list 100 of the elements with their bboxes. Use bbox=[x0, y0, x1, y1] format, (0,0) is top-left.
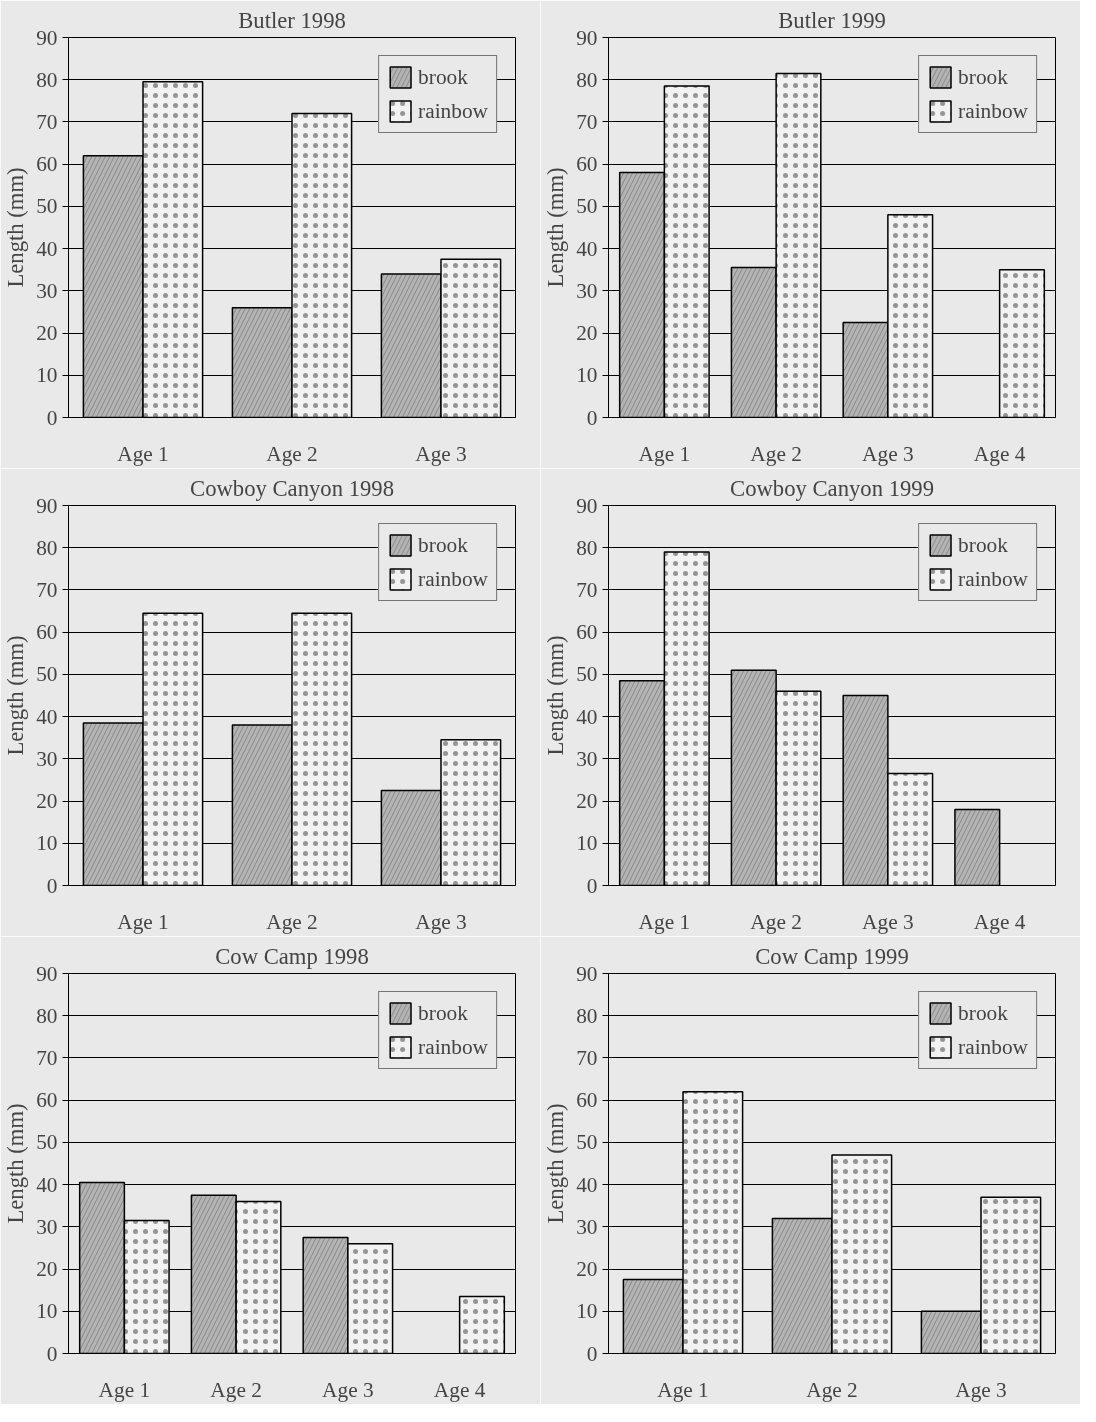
x-tick-label: Age 2 bbox=[266, 441, 318, 466]
y-axis-title: Length (mm) bbox=[543, 167, 569, 288]
y-tick-label: 70 bbox=[576, 1045, 598, 1070]
y-tick-label: 50 bbox=[576, 1130, 598, 1155]
chart-title: Cow Camp 1998 bbox=[215, 943, 369, 969]
legend-label: brook bbox=[958, 64, 1008, 90]
y-tick-label: 0 bbox=[46, 405, 58, 430]
x-tick-label: Age 3 bbox=[862, 441, 914, 466]
y-tick-label: 30 bbox=[576, 278, 598, 303]
y-tick-label: 20 bbox=[576, 789, 598, 814]
y-tick-label: 50 bbox=[36, 194, 58, 219]
legend-label: rainbow bbox=[418, 1034, 488, 1060]
y-tick-label: 70 bbox=[576, 577, 598, 602]
x-tick-label: Age 2 bbox=[210, 1377, 262, 1402]
x-tick-label: Age 3 bbox=[862, 909, 914, 934]
y-tick-label: 30 bbox=[576, 1214, 598, 1239]
y-tick-label: 90 bbox=[576, 25, 598, 50]
y-tick-label: 60 bbox=[36, 1088, 58, 1113]
y-tick-label: 60 bbox=[36, 620, 58, 645]
y-axis-title: Length (mm) bbox=[543, 1103, 569, 1224]
y-tick-label: 0 bbox=[586, 1341, 598, 1366]
y-tick-label: 30 bbox=[36, 278, 58, 303]
legend-label: brook bbox=[418, 1000, 468, 1026]
y-tick-label: 40 bbox=[36, 236, 58, 261]
x-tick-label: Age 1 bbox=[638, 441, 691, 466]
chart-title: Cowboy Canyon 1998 bbox=[190, 475, 394, 501]
y-tick-label: 80 bbox=[36, 1003, 58, 1028]
y-tick-label: 60 bbox=[576, 620, 598, 645]
y-axis-title: Length (mm) bbox=[3, 1103, 29, 1224]
x-tick-label: Age 1 bbox=[98, 1377, 151, 1402]
y-tick-label: 80 bbox=[36, 535, 58, 560]
x-tick-label: Age 2 bbox=[750, 441, 802, 466]
y-tick-label: 0 bbox=[586, 405, 598, 430]
y-tick-label: 90 bbox=[36, 961, 58, 986]
y-tick-label: 20 bbox=[36, 789, 58, 814]
legend-label: rainbow bbox=[958, 98, 1028, 124]
y-tick-label: 70 bbox=[36, 109, 58, 134]
y-tick-label: 0 bbox=[46, 873, 58, 898]
y-tick-label: 60 bbox=[576, 152, 598, 177]
y-tick-label: 90 bbox=[36, 493, 58, 518]
y-tick-label: 80 bbox=[576, 1003, 598, 1028]
x-tick-label: Age 4 bbox=[973, 441, 1026, 466]
y-tick-label: 40 bbox=[576, 704, 598, 729]
legend-label: rainbow bbox=[418, 566, 488, 592]
y-tick-label: 80 bbox=[36, 67, 58, 92]
x-tick-label: Age 1 bbox=[638, 909, 691, 934]
y-tick-label: 80 bbox=[576, 535, 598, 560]
chart-title: Butler 1998 bbox=[238, 7, 346, 33]
legend-label: rainbow bbox=[418, 98, 488, 124]
y-tick-label: 10 bbox=[576, 363, 598, 388]
y-tick-label: 0 bbox=[586, 873, 598, 898]
y-axis-title: Length (mm) bbox=[3, 635, 29, 756]
y-tick-label: 50 bbox=[36, 1130, 58, 1155]
x-tick-label: Age 1 bbox=[117, 441, 169, 466]
y-tick-label: 20 bbox=[576, 1257, 598, 1282]
y-tick-label: 90 bbox=[576, 961, 598, 986]
x-tick-label: Age 3 bbox=[415, 909, 467, 934]
y-tick-label: 60 bbox=[36, 152, 58, 177]
y-tick-label: 30 bbox=[36, 746, 58, 771]
x-tick-label: Age 3 bbox=[955, 1377, 1007, 1402]
x-tick-label: Age 1 bbox=[117, 909, 169, 934]
x-tick-label: Age 4 bbox=[433, 1377, 486, 1402]
y-tick-label: 10 bbox=[576, 831, 598, 856]
legend-label: rainbow bbox=[958, 566, 1028, 592]
y-tick-label: 50 bbox=[36, 662, 58, 687]
y-tick-label: 30 bbox=[576, 746, 598, 771]
y-axis-title: Length (mm) bbox=[3, 167, 29, 288]
y-tick-label: 10 bbox=[36, 831, 58, 856]
chart-title: Cowboy Canyon 1999 bbox=[730, 475, 934, 501]
y-tick-label: 30 bbox=[36, 1214, 58, 1239]
y-tick-label: 70 bbox=[36, 1045, 58, 1070]
y-tick-label: 40 bbox=[36, 1172, 58, 1197]
chart-title: Butler 1999 bbox=[778, 7, 886, 33]
x-tick-label: Age 4 bbox=[973, 909, 1026, 934]
y-tick-label: 60 bbox=[576, 1088, 598, 1113]
y-tick-label: 90 bbox=[36, 25, 58, 50]
y-tick-label: 0 bbox=[46, 1341, 58, 1366]
legend-label: brook bbox=[418, 64, 468, 90]
legend-label: brook bbox=[958, 1000, 1008, 1026]
y-tick-label: 20 bbox=[36, 321, 58, 346]
y-tick-label: 40 bbox=[576, 1172, 598, 1197]
y-tick-label: 50 bbox=[576, 662, 598, 687]
y-tick-label: 70 bbox=[36, 577, 58, 602]
y-tick-label: 20 bbox=[36, 1257, 58, 1282]
chart-title: Cow Camp 1999 bbox=[755, 943, 909, 969]
legend-label: brook bbox=[418, 532, 468, 558]
y-tick-label: 50 bbox=[576, 194, 598, 219]
x-tick-label: Age 3 bbox=[415, 441, 467, 466]
x-tick-label: Age 3 bbox=[322, 1377, 374, 1402]
y-tick-label: 80 bbox=[576, 67, 598, 92]
x-tick-label: Age 1 bbox=[657, 1377, 709, 1402]
y-axis-title: Length (mm) bbox=[543, 635, 569, 756]
y-tick-label: 10 bbox=[36, 363, 58, 388]
y-tick-label: 20 bbox=[576, 321, 598, 346]
x-tick-label: Age 2 bbox=[750, 909, 802, 934]
x-tick-label: Age 2 bbox=[806, 1377, 858, 1402]
legend-label: brook bbox=[958, 532, 1008, 558]
legend-label: rainbow bbox=[958, 1034, 1028, 1060]
y-tick-label: 10 bbox=[576, 1299, 598, 1324]
y-tick-label: 70 bbox=[576, 109, 598, 134]
